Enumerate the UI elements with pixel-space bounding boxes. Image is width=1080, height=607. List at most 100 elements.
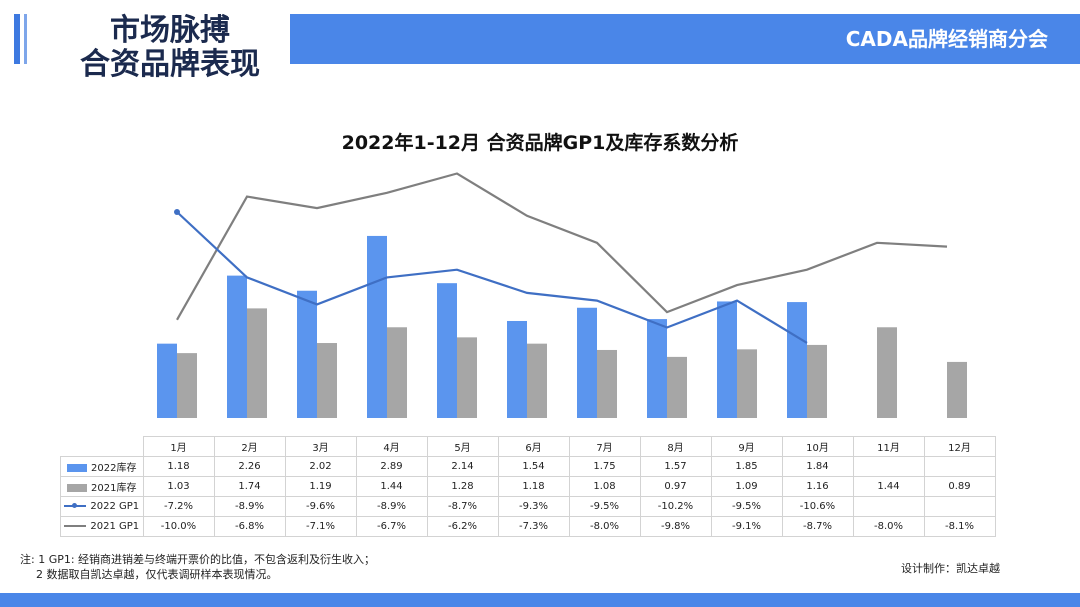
- x-tick-label: 8月: [639, 436, 712, 457]
- data-label: -7.3%: [497, 516, 570, 537]
- data-label: -8.1%: [923, 516, 996, 537]
- data-label: -8.7%: [426, 496, 499, 517]
- bar-2021-inventory: [317, 343, 337, 418]
- bar-2021-inventory: [877, 327, 897, 418]
- table-row: 2022 GP1 -7.2% -8.9% -9.6% -8.9% -8.7% -9.3% -9…: [60, 496, 996, 517]
- data-label: -9.6%: [284, 496, 357, 517]
- page-title: 市场脉搏 合资品牌表现: [60, 14, 280, 82]
- data-label: -9.3%: [497, 496, 570, 517]
- legend-entry: 2021库存: [60, 476, 144, 497]
- data-label: -7.1%: [284, 516, 357, 537]
- bar-2022-inventory: [297, 290, 317, 418]
- footnote-line1: 注: 1 GP1: 经销商进销差与终端开票价的比值，不包含返利及衍生收入；: [20, 553, 376, 566]
- data-label: [852, 456, 925, 477]
- data-label: -8.9%: [213, 496, 286, 517]
- data-label: -6.2%: [426, 516, 499, 537]
- x-tick-label: 10月: [781, 436, 854, 457]
- bar-2021-inventory: [177, 353, 197, 418]
- table-row: 2021 GP1 -10.0% -6.8% -7.1% -6.7% -6.2% -7.3% -…: [60, 516, 996, 537]
- header-band: [290, 14, 1080, 64]
- bar-2021-inventory: [527, 343, 547, 418]
- bar-2021-inventory: [387, 327, 407, 418]
- data-label: -9.1%: [710, 516, 783, 537]
- data-label: 1.28: [426, 476, 499, 497]
- data-label: -6.8%: [213, 516, 286, 537]
- legend-label: 2022库存: [91, 463, 137, 474]
- data-label: -10.0%: [142, 516, 215, 537]
- data-label: 1.03: [142, 476, 215, 497]
- chart-title: 2022年1-12月 合资品牌GP1及库存系数分析: [341, 132, 739, 154]
- legend-entry: 2022库存: [60, 456, 144, 477]
- legend-swatch: [64, 503, 87, 508]
- data-label: 1.18: [497, 476, 570, 497]
- footer-band: [0, 593, 1080, 607]
- data-label: [923, 496, 996, 517]
- legend-label: 2022 GP1: [90, 501, 140, 512]
- data-label: -10.2%: [639, 496, 712, 517]
- data-label: 1.44: [852, 476, 925, 497]
- data-label: 1.19: [284, 476, 357, 497]
- x-tick-label: 12月: [923, 436, 996, 457]
- bar-2021-inventory: [597, 349, 617, 418]
- data-label: -9.5%: [710, 496, 783, 517]
- x-tick-label: 4月: [355, 436, 428, 457]
- line-2021-gp1: [176, 172, 948, 321]
- bar-2022-inventory: [507, 320, 527, 418]
- x-tick-label: 7月: [568, 436, 641, 457]
- legend-swatch: [64, 525, 87, 527]
- legend-entry: 2022 GP1: [60, 496, 144, 517]
- legend-swatch: [67, 484, 88, 492]
- bar-2022-inventory: [577, 307, 597, 418]
- data-label: 2.89: [355, 456, 428, 477]
- data-label: -9.8%: [639, 516, 712, 537]
- data-label: 1.75: [568, 456, 641, 477]
- data-label: -7.2%: [142, 496, 215, 517]
- table-row: 2022库存 1.18 2.26 2.02 2.89 2.14 1.54 1.75 1.57 1.…: [60, 456, 996, 477]
- data-label: 1.09: [710, 476, 783, 497]
- data-label: -8.9%: [355, 496, 428, 517]
- bar-2022-inventory: [157, 343, 177, 418]
- x-tick-label: 1月: [142, 436, 215, 457]
- x-tick-label: 2月: [213, 436, 286, 457]
- data-label: -8.0%: [852, 516, 925, 537]
- x-tick-label: 3月: [284, 436, 357, 457]
- chart-plot: [157, 172, 967, 418]
- page-title-line2: 合资品牌表现: [80, 47, 260, 82]
- bar-2022-inventory: [787, 302, 807, 418]
- line-2022-gp1-marker: [174, 209, 180, 215]
- x-tick-label: 9月: [710, 436, 783, 457]
- bar-2021-inventory: [247, 308, 267, 418]
- bar-2021-inventory: [737, 349, 757, 418]
- data-label: [852, 496, 925, 517]
- data-label: 1.74: [213, 476, 286, 497]
- x-tick-label: 6月: [497, 436, 570, 457]
- data-label: 1.08: [568, 476, 641, 497]
- legend-entry: 2021 GP1: [60, 516, 144, 537]
- data-label: 2.02: [284, 456, 357, 477]
- org-name: CADA品牌经销商分会: [845, 27, 1048, 51]
- bar-2022-inventory: [227, 275, 247, 418]
- bar-2022-inventory: [437, 283, 457, 418]
- data-label: 1.54: [497, 456, 570, 477]
- credit: 设计制作：凯达卓越: [901, 562, 1000, 575]
- legend-label: 2021 GP1: [90, 521, 140, 532]
- data-label: 1.57: [639, 456, 712, 477]
- footnote-line2: 2 数据取自凯达卓越，仅代表调研样本表现情况。: [36, 568, 278, 581]
- data-label: [923, 456, 996, 477]
- data-label: -9.5%: [568, 496, 641, 517]
- table-body: 2022库存 1.18 2.26 2.02 2.89 2.14 1.54 1.75 1.57 1.…: [60, 456, 996, 537]
- table-header-row: 1月 2月 3月 4月 5月 6月 7月 8月 9月 10月 11月 12月: [60, 436, 996, 457]
- data-table: 1月 2月 3月 4月 5月 6月 7月 8月 9月 10月 11月 12月 2022库存 1.18 2.…: [60, 436, 996, 537]
- x-tick-label: 11月: [852, 436, 925, 457]
- data-label: 2.14: [426, 456, 499, 477]
- bar-2022-inventory: [367, 235, 387, 418]
- data-label: -8.0%: [568, 516, 641, 537]
- data-label: 2.26: [213, 456, 286, 477]
- data-label: 0.97: [639, 476, 712, 497]
- line-2022-gp1: [176, 211, 808, 344]
- bar-2022-inventory: [647, 319, 667, 418]
- data-label: 1.16: [781, 476, 854, 497]
- page-title-line1: 市场脉搏: [110, 13, 230, 48]
- bar-2021-inventory: [947, 361, 967, 418]
- legend-swatch: [67, 464, 88, 472]
